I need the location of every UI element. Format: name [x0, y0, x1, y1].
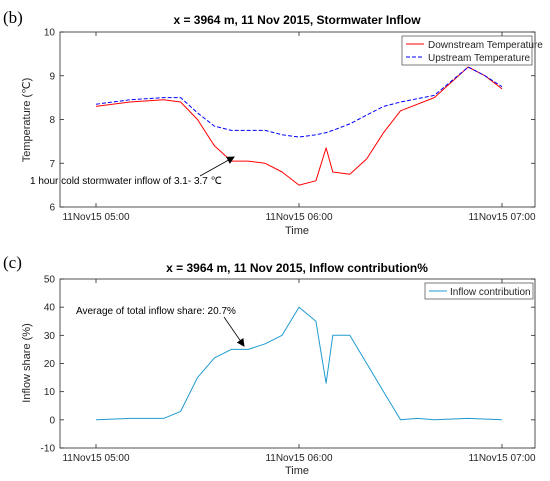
chart-title: x = 3964 m, 11 Nov 2015, Inflow contribu…: [166, 261, 428, 275]
y-tick-label: 10: [44, 387, 56, 398]
y-tick-label: 8: [49, 115, 55, 126]
y-axis-label: Temperature (℃): [21, 78, 33, 163]
series-line-downstream-temperature: [95, 66, 503, 186]
y-tick-label: 0: [49, 415, 55, 426]
series-group: [95, 66, 503, 186]
x-tick-label: 11Nov15 07:00: [468, 453, 536, 464]
x-tick-label: 11Nov15 05:00: [62, 453, 130, 464]
series-line-upstream-temperature: [95, 66, 503, 138]
y-tick-label: 7: [49, 159, 55, 170]
legend-label-upstream: Upstream Temperature: [428, 53, 531, 64]
y-tick-label: 10: [44, 28, 56, 39]
y-tick-label: -10: [41, 444, 56, 455]
annotation-text: 1 hour cold stormwater inflow of 3.1- 3.…: [30, 176, 222, 187]
legend-label-inflow: Inflow contribution: [450, 287, 531, 298]
plot-area: [59, 278, 536, 449]
x-ticks: 11Nov15 05:00 11Nov15 06:00 11Nov15 07:00: [62, 32, 536, 223]
y-tick-label: 6: [49, 203, 55, 214]
y-ticks: 6 7 8 9 10: [44, 28, 535, 214]
x-tick-label: 11Nov15 06:00: [265, 453, 333, 464]
legend-box: [401, 35, 533, 66]
legend-box: [424, 282, 534, 300]
y-tick-label: 30: [44, 331, 56, 342]
panel-letter: (c): [3, 253, 22, 272]
legend: Inflow contribution: [424, 282, 534, 300]
legend-label-downstream: Downstream Temperature: [428, 40, 543, 51]
annotation: Average of total inflow share: 20.7%: [76, 306, 245, 347]
annotation-arrow: [223, 316, 245, 347]
x-tick-label: 11Nov15 05:00: [62, 212, 130, 223]
x-axis-label: Time: [285, 465, 309, 477]
series-group: [95, 306, 503, 421]
legend: Downstream Temperature Upstream Temperat…: [401, 35, 543, 66]
x-axis-label: Time: [285, 225, 309, 237]
x-tick-label: 11Nov15 07:00: [468, 212, 536, 223]
panel-letter: (b): [3, 8, 23, 27]
panel-b: (b) x = 3964 m, 11 Nov 2015, Stormwater …: [3, 8, 543, 237]
series-line-inflow-contribution: [95, 306, 503, 421]
x-tick-label: 11Nov15 06:00: [265, 212, 333, 223]
y-axis-label: Inflow share (%): [21, 323, 33, 402]
y-tick-label: 20: [44, 359, 56, 370]
annotation-text: Average of total inflow share: 20.7%: [76, 306, 236, 317]
x-ticks: 11Nov15 05:00 11Nov15 06:00 11Nov15 07:00: [62, 279, 536, 464]
annotation-arrow: [199, 156, 235, 177]
chart-title: x = 3964 m, 11 Nov 2015, Stormwater Infl…: [173, 13, 421, 27]
panel-c: (c) x = 3964 m, 11 Nov 2015, Inflow cont…: [3, 253, 536, 477]
y-tick-label: 9: [49, 71, 55, 82]
y-ticks: -10 0 10 20 30 40 50: [41, 275, 535, 455]
y-tick-label: 40: [44, 303, 56, 314]
annotation: 1 hour cold stormwater inflow of 3.1- 3.…: [30, 156, 235, 187]
y-tick-label: 50: [44, 275, 56, 286]
